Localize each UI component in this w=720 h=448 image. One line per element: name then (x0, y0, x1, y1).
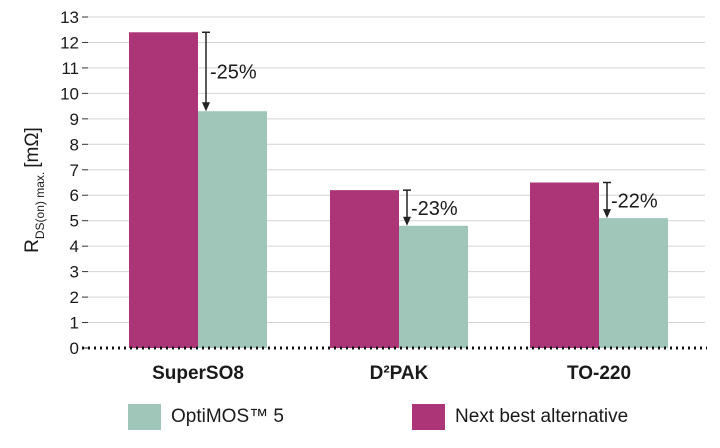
y-tick-label: 9 (70, 110, 79, 129)
bar-next-best (129, 32, 198, 349)
y-tick-label: 1 (70, 314, 79, 333)
y-tick-label: 13 (60, 8, 79, 27)
arrow-head (202, 102, 210, 112)
legend-swatch-optimos (128, 404, 161, 430)
bar-optimos (399, 225, 468, 348)
legend-label-optimos: OptiMOS™ 5 (171, 406, 284, 427)
category-label: D²PAK (370, 363, 429, 384)
category-label: SuperSO8 (152, 363, 244, 384)
bar-optimos (198, 111, 267, 348)
y-tick-label: 7 (70, 161, 79, 180)
arrow-head (403, 216, 411, 226)
y-tick-label: 10 (60, 84, 79, 103)
bar-next-best (330, 190, 399, 348)
y-tick-label: 5 (70, 212, 79, 231)
y-tick-label: 4 (70, 237, 79, 256)
y-axis-label-main: R (22, 239, 43, 253)
y-tick-label: 6 (70, 186, 79, 205)
y-tick-label: 3 (70, 263, 79, 282)
legend-item-next-best: Next best alternative (412, 404, 628, 430)
y-axis-label-unit: [mΩ] (22, 127, 43, 168)
bar-next-best (530, 182, 599, 348)
legend: OptiMOS™ 5 Next best alternative (128, 404, 708, 440)
reduction-label: -25% (210, 62, 257, 84)
legend-item-optimos: OptiMOS™ 5 (128, 404, 284, 430)
legend-swatch-next-best (412, 404, 445, 430)
y-tick-label: 0 (70, 339, 79, 358)
y-axis-label: RDS(on) max. [mΩ] (22, 127, 47, 253)
reduction-arrows: -25% -23% -22% (202, 31, 658, 226)
y-tick-label: 11 (61, 59, 79, 78)
bar-optimos (599, 218, 668, 348)
category-label: TO-220 (567, 363, 631, 384)
y-axis-label-sub: DS(on) max. (33, 172, 47, 239)
arrow-head (603, 209, 611, 219)
y-tick-label: 8 (70, 135, 79, 154)
reduction-label: -22% (611, 190, 658, 212)
legend-label-next-best: Next best alternative (455, 406, 629, 427)
y-tick-label: 12 (60, 33, 79, 52)
bars (129, 32, 668, 349)
reduction-label: -23% (411, 198, 458, 220)
x-axis-categories: SuperSO8 D²PAK TO-220 (152, 363, 631, 384)
y-tick-label: 2 (70, 288, 79, 307)
